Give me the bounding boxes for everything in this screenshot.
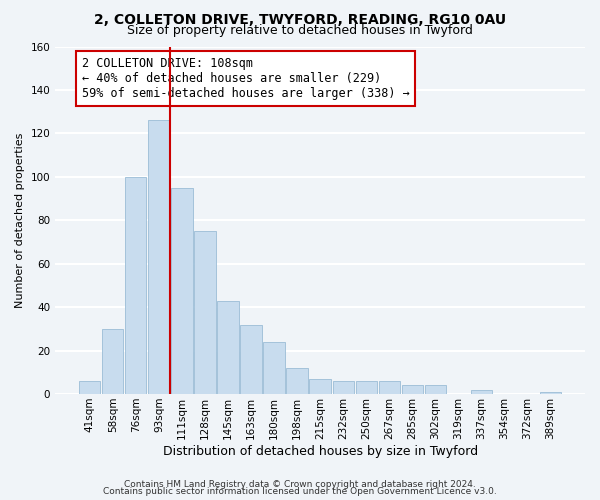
Bar: [356, 381, 377, 394]
Bar: [172, 188, 193, 394]
Bar: [379, 381, 400, 394]
Bar: [286, 368, 308, 394]
Bar: [425, 386, 446, 394]
Bar: [217, 300, 239, 394]
Text: Size of property relative to detached houses in Twyford: Size of property relative to detached ho…: [127, 24, 473, 37]
Text: Contains HM Land Registry data © Crown copyright and database right 2024.: Contains HM Land Registry data © Crown c…: [124, 480, 476, 489]
Text: 2 COLLETON DRIVE: 108sqm
← 40% of detached houses are smaller (229)
59% of semi-: 2 COLLETON DRIVE: 108sqm ← 40% of detach…: [82, 57, 409, 100]
Text: 2, COLLETON DRIVE, TWYFORD, READING, RG10 0AU: 2, COLLETON DRIVE, TWYFORD, READING, RG1…: [94, 12, 506, 26]
Bar: [540, 392, 561, 394]
Bar: [401, 386, 423, 394]
X-axis label: Distribution of detached houses by size in Twyford: Distribution of detached houses by size …: [163, 444, 478, 458]
Bar: [148, 120, 170, 394]
Bar: [263, 342, 284, 394]
Bar: [470, 390, 492, 394]
Bar: [241, 324, 262, 394]
Y-axis label: Number of detached properties: Number of detached properties: [15, 132, 25, 308]
Bar: [125, 177, 146, 394]
Bar: [79, 381, 100, 394]
Bar: [102, 329, 124, 394]
Bar: [194, 231, 215, 394]
Text: Contains public sector information licensed under the Open Government Licence v3: Contains public sector information licen…: [103, 487, 497, 496]
Bar: [332, 381, 353, 394]
Bar: [310, 379, 331, 394]
